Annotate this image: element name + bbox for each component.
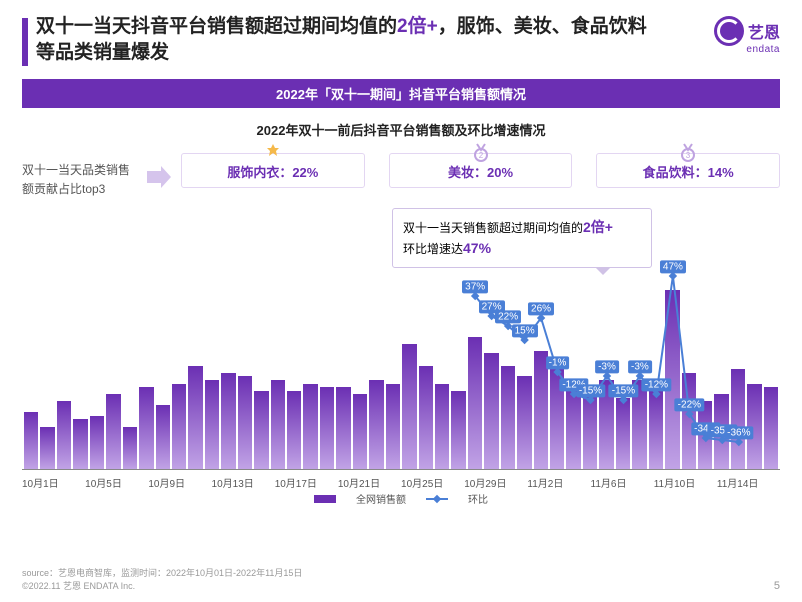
bar bbox=[40, 427, 54, 470]
bar bbox=[73, 419, 87, 469]
x-tick-label: 10月13日 bbox=[212, 475, 275, 490]
bar bbox=[172, 384, 186, 470]
x-tick-label: 10月25日 bbox=[401, 475, 464, 490]
x-tick-label: 11月2日 bbox=[527, 475, 590, 490]
svg-text:2: 2 bbox=[478, 151, 483, 160]
line-point-label: -22% bbox=[675, 399, 704, 412]
line-point-label: -15% bbox=[576, 385, 605, 398]
headline-em: 2倍+ bbox=[397, 16, 438, 37]
footer: source：艺恩电商智库，监测时间：2022年10月01日-2022年11月1… bbox=[22, 566, 302, 592]
bar bbox=[764, 387, 778, 469]
bar bbox=[139, 387, 153, 469]
bar bbox=[221, 373, 235, 470]
bar bbox=[435, 384, 449, 470]
legend-line-label: 环比 bbox=[468, 491, 488, 506]
bar bbox=[188, 366, 202, 470]
bar bbox=[616, 398, 630, 470]
bar bbox=[517, 376, 531, 469]
line-point-label: 22% bbox=[495, 311, 521, 324]
bar bbox=[731, 369, 745, 469]
bar bbox=[303, 384, 317, 470]
line-point-label: -3% bbox=[628, 361, 652, 374]
svg-text:3: 3 bbox=[686, 151, 691, 160]
page-number: 5 bbox=[774, 580, 780, 592]
line-point-label: 26% bbox=[528, 303, 554, 316]
x-tick-label: 10月1日 bbox=[22, 475, 85, 490]
footer-source: source：艺恩电商智库，监测时间：2022年10月01日-2022年11月1… bbox=[22, 566, 302, 579]
bar bbox=[369, 380, 383, 470]
logo-cn: 艺恩 bbox=[748, 19, 780, 43]
line-point-label: 47% bbox=[660, 261, 686, 274]
top3-label: 双十一当天品类销售额贡献占比top3 bbox=[22, 153, 137, 198]
bar bbox=[353, 394, 367, 469]
bar bbox=[682, 373, 696, 470]
bar bbox=[484, 353, 498, 469]
x-tick-label: 10月21日 bbox=[338, 475, 401, 490]
line-point-label: -36% bbox=[724, 427, 753, 440]
callout-box: 双十一当天销售额超过期间均值的2倍+ 环比增速达47% bbox=[392, 208, 652, 268]
bar bbox=[205, 380, 219, 470]
line-point-label: 15% bbox=[512, 325, 538, 338]
bar bbox=[238, 376, 252, 469]
bar bbox=[156, 405, 170, 469]
arrow-icon bbox=[145, 163, 173, 191]
callout-l1-em: 2倍+ bbox=[583, 219, 613, 235]
line-point-label: -15% bbox=[609, 385, 638, 398]
legend-bar-label: 全网销售额 bbox=[356, 491, 406, 506]
top3-row: 双十一当天品类销售额贡献占比top3 服饰内衣：22% 2美妆：20% 3食品饮料：… bbox=[22, 153, 780, 198]
top3-card-3: 3食品饮料：14% bbox=[596, 153, 780, 188]
bar bbox=[271, 380, 285, 470]
x-tick-label: 11月14日 bbox=[717, 475, 780, 490]
brand-logo: 艺恩 endata bbox=[714, 16, 780, 55]
x-tick-label: 10月9日 bbox=[148, 475, 211, 490]
bar bbox=[468, 337, 482, 469]
legend-bar-swatch bbox=[314, 495, 336, 503]
callout-l2-pre: 环比增速达 bbox=[403, 242, 463, 256]
bar bbox=[583, 387, 597, 469]
callout-l1-pre: 双十一当天销售额超过期间均值的 bbox=[403, 221, 583, 235]
footer-copyright: ©2022.11 艺恩 ENDATA Inc. bbox=[22, 579, 302, 592]
chart-subtitle: 2022年双十一前后抖音平台销售额及环比增速情况 bbox=[22, 120, 780, 139]
bar bbox=[501, 366, 515, 470]
headline-pre: 双十一当天抖音平台销售额超过期间均值的 bbox=[36, 16, 397, 37]
chart-legend: 全网销售额 环比 bbox=[22, 491, 780, 506]
x-tick-label: 11月6日 bbox=[591, 475, 654, 490]
bar bbox=[386, 384, 400, 470]
bar bbox=[402, 344, 416, 469]
bar bbox=[254, 391, 268, 470]
x-tick-label: 10月17日 bbox=[275, 475, 338, 490]
line-point-label: -3% bbox=[595, 361, 619, 374]
line-point-label: -1% bbox=[546, 357, 570, 370]
bar bbox=[24, 412, 38, 469]
bar bbox=[320, 387, 334, 469]
headline: 双十一当天抖音平台销售额超过期间均值的2倍+，服饰、美妆、食品饮料等品类销量爆发 bbox=[36, 14, 780, 65]
legend-line-swatch bbox=[426, 498, 448, 500]
bar bbox=[451, 391, 465, 470]
line-point-label: 37% bbox=[462, 281, 488, 294]
bar bbox=[123, 427, 137, 470]
bar bbox=[419, 366, 433, 470]
top3-card-1: 服饰内衣：22% bbox=[181, 153, 365, 188]
chart-banner: 2022年「双十一期间」抖音平台销售额情况 bbox=[22, 79, 780, 108]
line-point-label: -12% bbox=[642, 379, 671, 392]
x-tick-label: 11月10日 bbox=[654, 475, 717, 490]
x-tick-label: 10月29日 bbox=[464, 475, 527, 490]
accent-bar bbox=[22, 18, 28, 66]
logo-mark-icon bbox=[714, 16, 744, 46]
top3-card-2: 2美妆：20% bbox=[389, 153, 573, 188]
bar bbox=[287, 391, 301, 470]
bar bbox=[57, 401, 71, 469]
combo-chart: 双十一当天销售额超过期间均值的2倍+ 环比增速达47% 37%27%22%15%… bbox=[22, 208, 780, 498]
callout-l2-em: 47% bbox=[463, 240, 491, 256]
bar bbox=[336, 387, 350, 469]
x-tick-label: 10月5日 bbox=[85, 475, 148, 490]
bar bbox=[649, 391, 663, 470]
bar bbox=[106, 394, 120, 469]
bar bbox=[90, 416, 104, 470]
logo-en: endata bbox=[746, 44, 780, 55]
